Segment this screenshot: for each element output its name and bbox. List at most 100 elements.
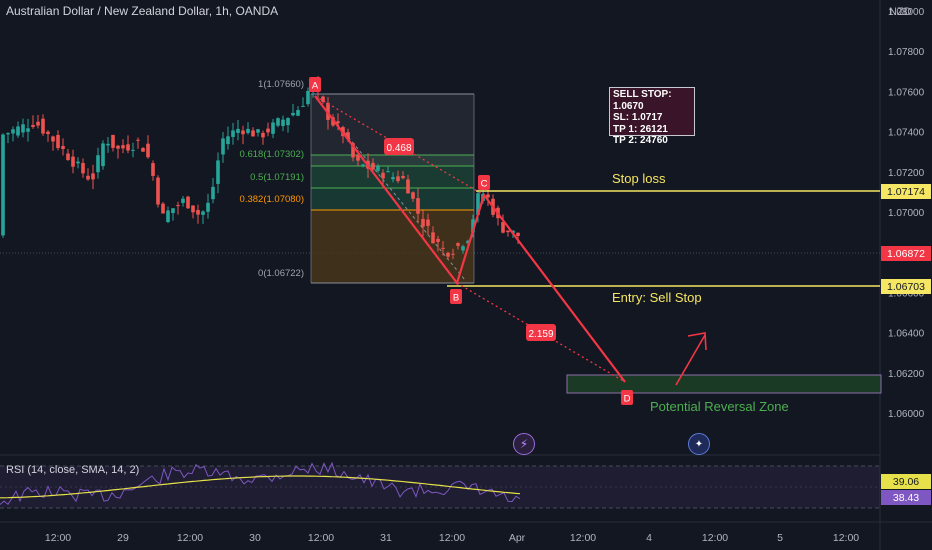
candle-body (371, 162, 375, 170)
svg-text:D: D (624, 394, 631, 405)
fib-level-label: 1(1.07660) (258, 79, 304, 90)
reversal-zone[interactable] (566, 374, 882, 394)
fib-level-label: 0.5(1.07191) (250, 172, 304, 183)
candle-body (221, 138, 225, 155)
candle-body (486, 194, 490, 198)
chart-title: Australian Dollar / New Zealand Dollar, … (6, 4, 279, 18)
pattern-point-b: B (450, 289, 462, 304)
x-tick-label: 5 (777, 532, 783, 544)
y-tick-label: 1.08000 (888, 7, 925, 18)
currency-label: NZD (889, 6, 912, 18)
candle-body (66, 153, 70, 160)
candle-body (31, 125, 35, 127)
candle-body (46, 131, 50, 135)
x-tick-label: 4 (646, 532, 652, 544)
candle-body (166, 210, 170, 223)
candle-body (466, 240, 470, 244)
x-tick-label: 12:00 (308, 532, 334, 544)
candle-body (1, 134, 5, 236)
svg-text:B: B (453, 293, 459, 304)
candle-body (441, 247, 445, 249)
y-tick-label: 1.07000 (888, 208, 925, 219)
reversal-zone-label: Potential Reversal Zone (650, 399, 789, 414)
candle-body (6, 133, 10, 135)
info-line-sl: SL: 1.0717 (613, 112, 663, 123)
candle-body (241, 130, 245, 135)
candle-body (171, 208, 175, 214)
candle-body (401, 176, 405, 179)
candle-body (181, 198, 185, 203)
candle-body (41, 118, 45, 134)
candle-body (296, 110, 300, 116)
svg-text:38.43: 38.43 (893, 492, 919, 504)
info-line-tp2: TP 2: 24760 (613, 135, 668, 146)
candle-body (456, 243, 460, 246)
candle-body (91, 173, 95, 180)
bounce-arrow (675, 334, 706, 386)
stop-loss-price-badge: 1.07174 (881, 184, 931, 199)
candle-body (516, 232, 520, 237)
svg-text:2.159: 2.159 (528, 329, 553, 340)
candle-body (106, 143, 110, 146)
candle-body (301, 105, 305, 107)
candle-body (426, 219, 430, 226)
candle-body (396, 176, 400, 182)
candle-body (321, 96, 325, 102)
candle-body (131, 149, 135, 151)
trade-info-box[interactable]: SELL STOP: 1.0670 SL: 1.0717 TP 1: 26121… (609, 87, 695, 146)
candle-body (226, 136, 230, 145)
svg-text:C: C (481, 179, 488, 190)
candle-body (56, 135, 60, 149)
candle-body (436, 238, 440, 242)
candle-body (11, 129, 15, 134)
svg-text:A: A (312, 81, 319, 92)
candle-body (86, 175, 90, 180)
candle-body (151, 163, 155, 176)
y-tick-label: 1.06400 (888, 329, 925, 340)
abcd-pattern[interactable] (314, 95, 626, 383)
candle-body (351, 143, 355, 158)
svg-text:1.06872: 1.06872 (887, 248, 925, 260)
rsi-sma-badge: 39.06 (881, 474, 931, 489)
candle-body (356, 155, 360, 161)
y-tick-label: 1.06000 (888, 409, 925, 420)
candle-body (386, 171, 390, 173)
candle-body (96, 155, 100, 173)
candle-body (136, 139, 140, 141)
x-tick-label: 12:00 (702, 532, 728, 544)
x-tick-label: 12:00 (833, 532, 859, 544)
candle-body (286, 117, 290, 126)
candle-body (306, 90, 310, 105)
pattern-point-d: D (621, 390, 633, 405)
flag-icon[interactable]: ✦ (688, 433, 710, 455)
fib-level-label: 0.618(1.07302) (240, 149, 304, 160)
candle-body (461, 246, 465, 251)
candle-body (156, 177, 160, 205)
candle-body (236, 128, 240, 133)
candle-body (141, 147, 145, 152)
candle-body (501, 222, 505, 233)
candle-body (21, 124, 25, 133)
candle-body (336, 121, 340, 124)
candle-body (406, 179, 410, 194)
candle-body (101, 143, 105, 167)
candle-body (421, 218, 425, 227)
candle-body (411, 192, 415, 199)
y-tick-label: 1.07600 (888, 87, 925, 98)
candle-body (211, 186, 215, 200)
candle-body (246, 128, 250, 133)
candle-body (161, 203, 165, 214)
candle-body (71, 156, 75, 167)
info-line-sell-stop: SELL STOP: 1.0670 (613, 89, 672, 112)
candle-body (346, 132, 350, 139)
candle-body (116, 145, 120, 149)
candle-body (251, 130, 255, 137)
candle-body (476, 193, 480, 215)
x-tick-label: 12:00 (439, 532, 465, 544)
rsi-line (0, 461, 521, 506)
rsi-value-badge: 38.43 (881, 490, 931, 505)
lightning-icon[interactable]: ⚡ (513, 433, 535, 455)
rsi-sma-line (0, 475, 521, 499)
candle-body (451, 253, 455, 255)
candle-body (446, 252, 450, 257)
